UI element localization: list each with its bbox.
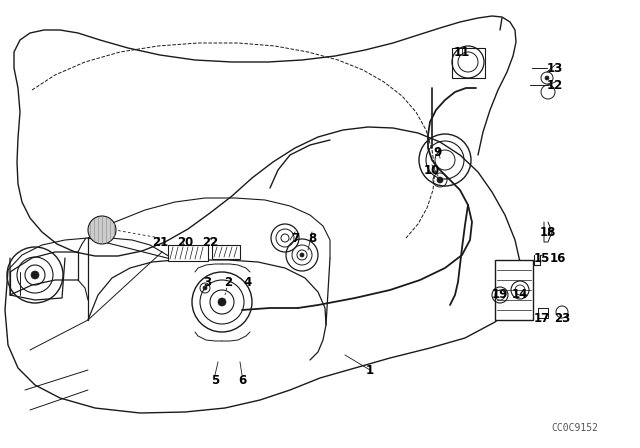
Circle shape — [545, 76, 549, 80]
Text: 19: 19 — [492, 289, 508, 302]
Circle shape — [300, 253, 304, 257]
FancyBboxPatch shape — [495, 260, 533, 320]
Circle shape — [437, 177, 443, 183]
Text: 3: 3 — [203, 276, 211, 289]
Text: 16: 16 — [550, 251, 566, 264]
Text: 13: 13 — [547, 61, 563, 74]
Text: 23: 23 — [554, 311, 570, 324]
Text: 20: 20 — [177, 236, 193, 249]
Text: 17: 17 — [534, 311, 550, 324]
Text: 18: 18 — [540, 225, 556, 238]
Circle shape — [31, 271, 39, 279]
Text: 5: 5 — [211, 374, 219, 387]
FancyBboxPatch shape — [212, 245, 240, 259]
Text: 2: 2 — [224, 276, 232, 289]
FancyBboxPatch shape — [168, 245, 208, 261]
Text: 7: 7 — [291, 232, 299, 245]
Text: CC0C9152: CC0C9152 — [551, 423, 598, 433]
Text: 14: 14 — [512, 289, 528, 302]
Text: 12: 12 — [547, 78, 563, 91]
Text: 1: 1 — [366, 363, 374, 376]
Circle shape — [218, 298, 226, 306]
Text: 6: 6 — [238, 374, 246, 387]
Text: 10: 10 — [424, 164, 440, 177]
Text: 4: 4 — [244, 276, 252, 289]
Text: 21: 21 — [152, 236, 168, 249]
Text: 8: 8 — [308, 232, 316, 245]
Text: 9: 9 — [434, 146, 442, 159]
Text: 15: 15 — [534, 251, 550, 264]
Circle shape — [88, 216, 116, 244]
Text: 11: 11 — [454, 46, 470, 59]
Text: 22: 22 — [202, 236, 218, 249]
Circle shape — [203, 286, 207, 290]
